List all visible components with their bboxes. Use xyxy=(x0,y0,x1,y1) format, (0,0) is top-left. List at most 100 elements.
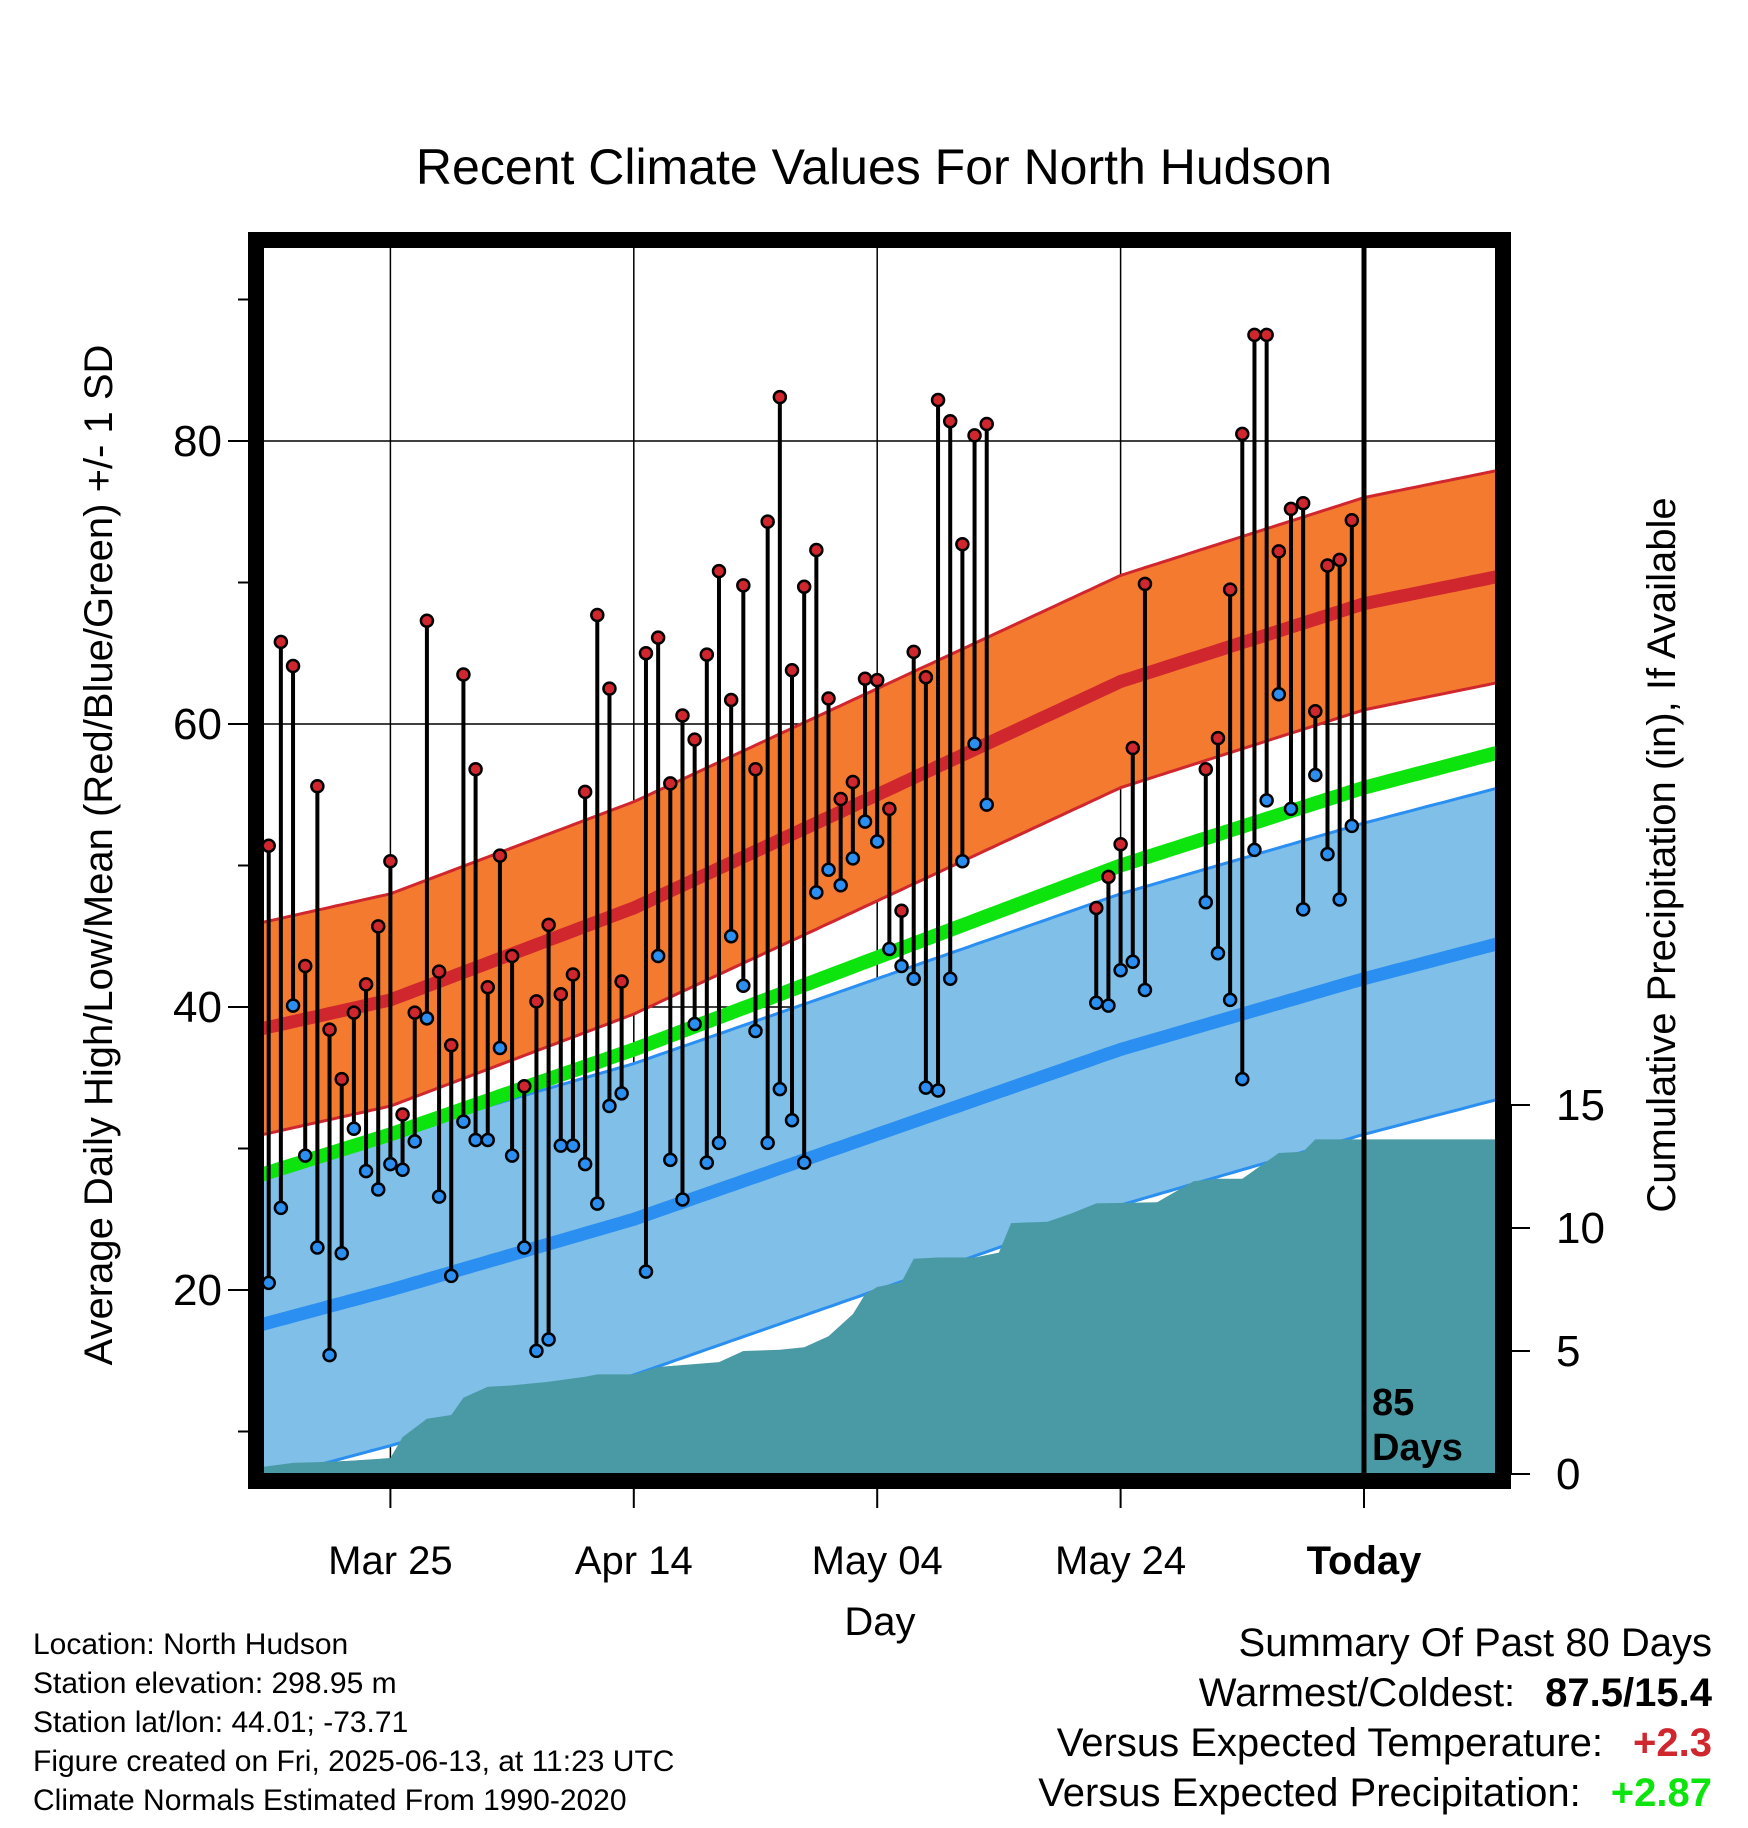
daily-low-point xyxy=(699,1155,715,1170)
temp-departure-value: +2.3 xyxy=(1633,1721,1712,1765)
daily-low-point xyxy=(407,1134,422,1149)
daily-low-point xyxy=(444,1268,459,1284)
summary-panel: Summary Of Past 80 Days Warmest/Coldest:… xyxy=(1038,1618,1712,1818)
y-right-tick-label: 15 xyxy=(1556,1081,1605,1130)
daily-high-point xyxy=(263,838,276,853)
y-axis-right-label: Cumulative Precipitation (in), If Availa… xyxy=(1640,497,1684,1213)
daily-high-point xyxy=(809,542,824,558)
daily-low-point xyxy=(955,854,970,869)
daily-low-point xyxy=(492,1040,508,1056)
daily-low-point xyxy=(431,1189,447,1204)
daily-low-point xyxy=(1101,998,1116,1013)
daily-low-point xyxy=(760,1135,775,1151)
summary-heading: Summary Of Past 80 Days xyxy=(1238,1621,1712,1665)
daily-high-point xyxy=(602,681,617,696)
daily-high-point xyxy=(273,634,289,650)
daily-low-point xyxy=(869,834,885,849)
daily-low-point xyxy=(1332,892,1347,907)
daily-low-point xyxy=(942,971,958,986)
y-right-tick-label: 5 xyxy=(1556,1327,1580,1376)
daily-high-point xyxy=(1259,327,1274,343)
warmest-coldest-label: Warmest/Coldest: xyxy=(1198,1671,1516,1715)
daily-low-point xyxy=(322,1347,337,1363)
x-tick-label: Today xyxy=(1307,1539,1423,1583)
daily-high-point xyxy=(711,563,727,579)
daily-low-point xyxy=(419,1011,435,1026)
daily-low-point xyxy=(1113,962,1128,978)
daily-high-point xyxy=(285,658,301,674)
daily-high-point xyxy=(407,1005,422,1020)
daily-high-point xyxy=(784,662,800,678)
daily-low-point xyxy=(821,862,836,877)
daily-high-point xyxy=(967,428,982,443)
daily-low-point xyxy=(602,1098,617,1114)
daily-low-point xyxy=(346,1121,362,1136)
daily-high-point xyxy=(297,958,313,974)
daily-low-point xyxy=(456,1114,471,1129)
daily-high-point xyxy=(833,791,848,807)
daily-high-point xyxy=(517,1078,532,1094)
daily-low-point xyxy=(796,1155,812,1170)
daily-low-point xyxy=(504,1148,520,1163)
daily-low-point xyxy=(1283,801,1299,817)
daily-high-point xyxy=(468,762,483,777)
daily-high-point xyxy=(638,646,654,661)
daily-low-point xyxy=(334,1245,349,1261)
daily-high-point xyxy=(590,607,605,623)
daily-low-point xyxy=(1259,793,1274,808)
daily-high-point xyxy=(346,1005,362,1020)
daily-high-point xyxy=(1295,496,1311,511)
daily-low-point xyxy=(1308,767,1323,783)
precip-area xyxy=(263,1139,1496,1474)
daily-high-point xyxy=(492,848,508,863)
daily-low-point xyxy=(675,1192,690,1207)
daily-low-point xyxy=(723,929,739,944)
daily-high-point xyxy=(845,774,861,790)
daily-high-point xyxy=(541,917,556,933)
daily-high-point xyxy=(723,692,739,708)
daily-low-point xyxy=(358,1163,374,1179)
daily-high-point xyxy=(1089,900,1104,916)
daily-high-point xyxy=(334,1071,349,1087)
chart-title: Recent Climate Values For North Hudson xyxy=(415,139,1333,195)
daily-low-point xyxy=(1125,954,1141,969)
daily-high-point xyxy=(687,732,702,747)
daily-high-point xyxy=(894,903,909,919)
daily-low-point xyxy=(1320,846,1335,862)
daily-low-point xyxy=(736,978,751,994)
y-axis-right: 0 5 10 15 xyxy=(1510,1081,1605,1499)
daily-low-point xyxy=(553,1138,569,1153)
daily-high-point xyxy=(650,630,666,645)
x-axis-label: Day xyxy=(844,1600,916,1644)
daily-low-point xyxy=(748,1023,763,1039)
daily-high-point xyxy=(1125,740,1141,756)
daily-high-point xyxy=(1235,426,1250,442)
daily-low-point xyxy=(663,1152,678,1168)
daily-low-point xyxy=(857,814,873,829)
daily-high-point xyxy=(955,537,970,552)
daily-high-point xyxy=(226,743,238,755)
daily-low-point xyxy=(285,998,301,1013)
figure-created: Figure created on Fri, 2025-06-13, at 11… xyxy=(33,1745,675,1778)
station-latlon: Station lat/lon: 44.01; -73.71 xyxy=(33,1706,409,1739)
daily-low-point xyxy=(541,1332,556,1347)
daily-high-point xyxy=(1113,837,1128,852)
daily-low-point xyxy=(273,1200,289,1216)
daily-high-point xyxy=(553,987,569,1002)
precip-departure-label: Versus Expected Precipitation: xyxy=(1038,1771,1581,1815)
daily-high-point xyxy=(431,964,447,979)
daily-low-point xyxy=(845,851,861,866)
daily-high-point xyxy=(760,514,775,529)
daily-high-point xyxy=(444,1037,459,1053)
normal-low-line xyxy=(263,937,1496,1331)
daily-high-point xyxy=(882,801,897,817)
daily-low-point xyxy=(263,1275,276,1291)
daily-low-point xyxy=(967,736,982,752)
daily-low-point xyxy=(577,1156,593,1172)
daily-high-point xyxy=(1271,544,1287,559)
y-left-tick-label: 20 xyxy=(173,1266,222,1315)
daily-low-point xyxy=(590,1196,605,1211)
daily-low-point xyxy=(833,878,848,893)
daily-low-point xyxy=(930,1083,946,1098)
